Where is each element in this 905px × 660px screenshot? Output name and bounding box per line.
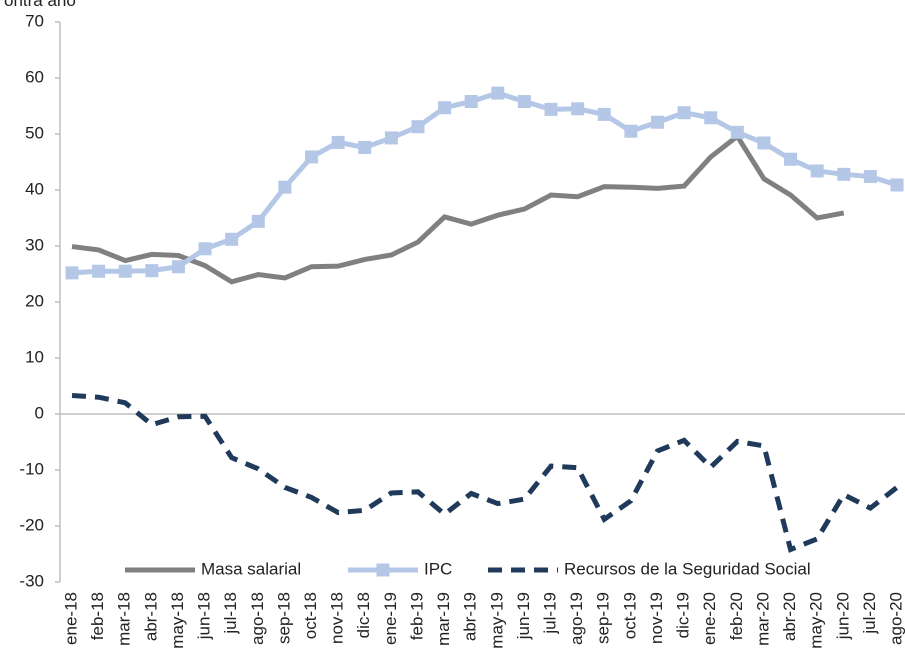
x-tick-label: ago-20	[886, 592, 905, 645]
marker	[464, 95, 478, 109]
y-tick-label: 10	[25, 347, 44, 366]
x-tick-label: feb-19	[407, 592, 426, 640]
x-tick-label: sep-18	[274, 592, 293, 644]
x-tick-label: dic-19	[674, 592, 693, 638]
x-tick-label: nov-19	[647, 592, 666, 644]
marker	[251, 214, 265, 228]
y-tick-label: 40	[25, 179, 44, 198]
marker	[890, 178, 904, 192]
marker	[677, 106, 691, 120]
x-tick-label: abr-18	[141, 592, 160, 641]
x-tick-label: may-19	[487, 592, 506, 649]
x-tick-label: jun-18	[195, 592, 214, 640]
x-tick-label: jul-19	[541, 592, 560, 635]
x-tick-label: abr-19	[461, 592, 480, 641]
x-tick-label: mar-20	[753, 592, 772, 646]
marker	[704, 111, 718, 125]
x-tick-label: oct-18	[301, 592, 320, 639]
x-tick-label: jul-18	[221, 592, 240, 635]
y-tick-label: -20	[19, 515, 44, 534]
x-tick-label: jun-20	[833, 592, 852, 640]
marker	[624, 124, 638, 138]
x-tick-label: mar-19	[434, 592, 453, 646]
marker	[65, 266, 79, 280]
marker	[571, 102, 585, 116]
legend-label: Recursos de la Seguridad Social	[564, 559, 811, 578]
marker	[597, 107, 611, 121]
x-tick-label: ago-18	[248, 592, 267, 645]
marker	[225, 232, 239, 246]
x-tick-label: may-18	[168, 592, 187, 649]
y-tick-label: 60	[25, 67, 44, 86]
y-tick-label: 70	[25, 11, 44, 30]
x-tick-label: sep-19	[594, 592, 613, 644]
x-tick-label: ago-19	[567, 592, 586, 645]
marker	[730, 125, 744, 139]
x-tick-label: jun-19	[514, 592, 533, 640]
marker	[384, 131, 398, 145]
marker	[171, 260, 185, 274]
x-tick-label: abr-20	[780, 592, 799, 641]
marker	[650, 115, 664, 129]
x-tick-label: may-20	[807, 592, 826, 649]
y-tick-label: 30	[25, 235, 44, 254]
y-axis-label: ontra año	[4, 0, 76, 10]
marker	[784, 152, 798, 166]
y-tick-label: -10	[19, 459, 44, 478]
y-tick-label: -30	[19, 571, 44, 590]
x-tick-label: ene-18	[61, 592, 80, 645]
x-tick-label: nov-18	[328, 592, 347, 644]
legend-label: IPC	[424, 559, 452, 578]
x-tick-label: mar-18	[115, 592, 134, 646]
series-line	[71, 393, 899, 553]
marker	[198, 242, 212, 256]
x-tick-label: ene-19	[381, 592, 400, 645]
marker	[863, 170, 877, 184]
marker	[517, 95, 531, 109]
x-tick-label: oct-19	[620, 592, 639, 639]
x-tick-label: feb-18	[88, 592, 107, 640]
y-tick-label: 20	[25, 291, 44, 310]
marker	[544, 102, 558, 116]
marker	[145, 264, 159, 278]
marker	[411, 120, 425, 134]
marker	[810, 164, 824, 178]
marker	[491, 86, 505, 100]
marker	[358, 140, 372, 154]
x-tick-label: ene-20	[700, 592, 719, 645]
marker	[305, 150, 319, 164]
marker	[118, 264, 132, 278]
x-tick-label: dic-18	[354, 592, 373, 638]
marker	[92, 264, 106, 278]
y-tick-label: 50	[25, 123, 44, 142]
x-tick-label: feb-20	[727, 592, 746, 640]
legend-marker	[376, 563, 390, 577]
marker	[837, 167, 851, 181]
series-line	[71, 132, 845, 285]
marker	[757, 136, 771, 150]
marker	[278, 180, 292, 194]
marker	[438, 101, 452, 115]
marker	[331, 135, 345, 149]
y-tick-label: 0	[35, 403, 44, 422]
legend-label: Masa salarial	[201, 559, 301, 578]
x-tick-label: jul-20	[860, 592, 879, 635]
